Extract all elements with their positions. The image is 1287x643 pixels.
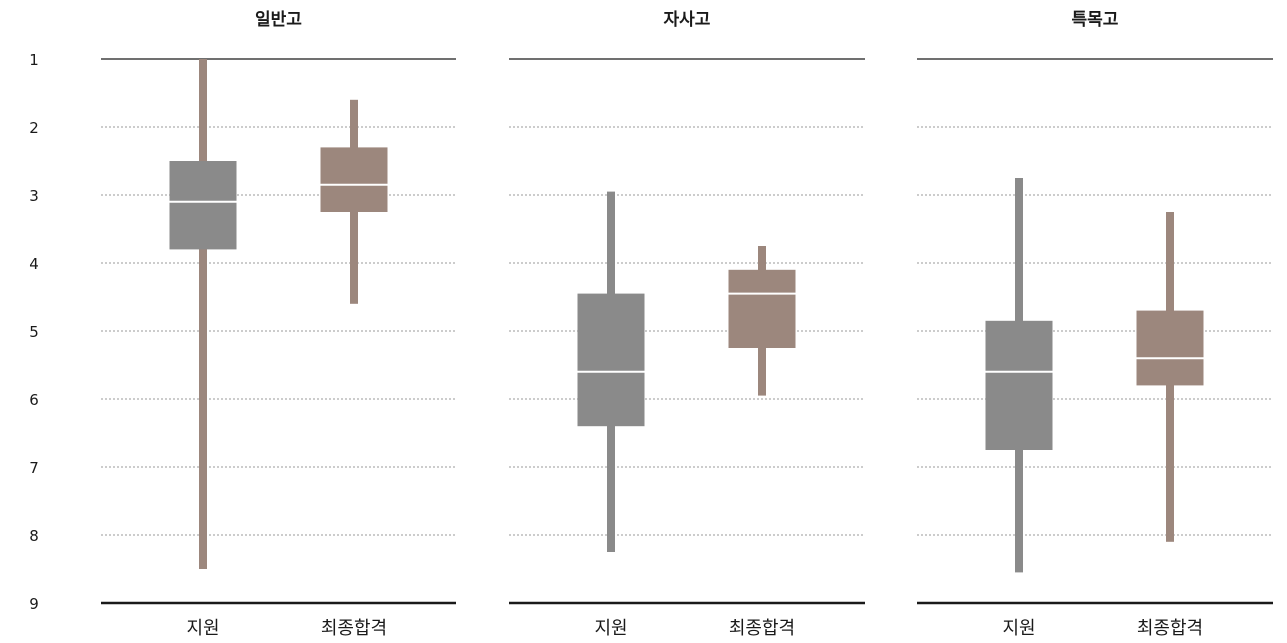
y-tick-label: 8 — [29, 527, 39, 545]
whisker — [199, 59, 207, 569]
box-final — [728, 246, 796, 396]
y-tick-label: 7 — [29, 459, 39, 477]
x-tick-label: 최종합격 — [321, 618, 387, 639]
iqr-box — [728, 269, 796, 348]
panel-title: 일반고 — [255, 10, 302, 30]
y-tick-label: 2 — [29, 119, 39, 137]
x-tick-label: 지원 — [1002, 618, 1035, 639]
panel-title: 자사고 — [664, 10, 711, 30]
iqr-box — [577, 293, 645, 427]
iqr-box — [985, 320, 1053, 450]
iqr-box — [320, 147, 388, 212]
y-tick-label: 9 — [29, 595, 39, 613]
x-tick-label: 지원 — [186, 618, 219, 639]
iqr-box — [169, 161, 237, 250]
y-tick-label: 1 — [29, 51, 39, 69]
y-tick-label: 5 — [29, 323, 39, 341]
y-tick-label: 3 — [29, 187, 39, 205]
x-tick-label: 지원 — [594, 618, 627, 639]
x-tick-label: 최종합격 — [1137, 618, 1203, 639]
y-tick-label: 6 — [29, 391, 39, 409]
box-apply — [577, 191, 645, 552]
y-tick-label: 4 — [29, 255, 39, 273]
iqr-box — [1136, 310, 1204, 386]
x-tick-label: 최종합격 — [729, 618, 795, 639]
y-axis: 1 2 3 4 5 6 7 8 9 — [29, 51, 39, 613]
box-final — [320, 99, 388, 304]
box-final — [1136, 212, 1204, 542]
box-apply — [985, 178, 1053, 573]
box-apply — [169, 59, 237, 569]
panel-title: 특목고 — [1072, 10, 1119, 30]
